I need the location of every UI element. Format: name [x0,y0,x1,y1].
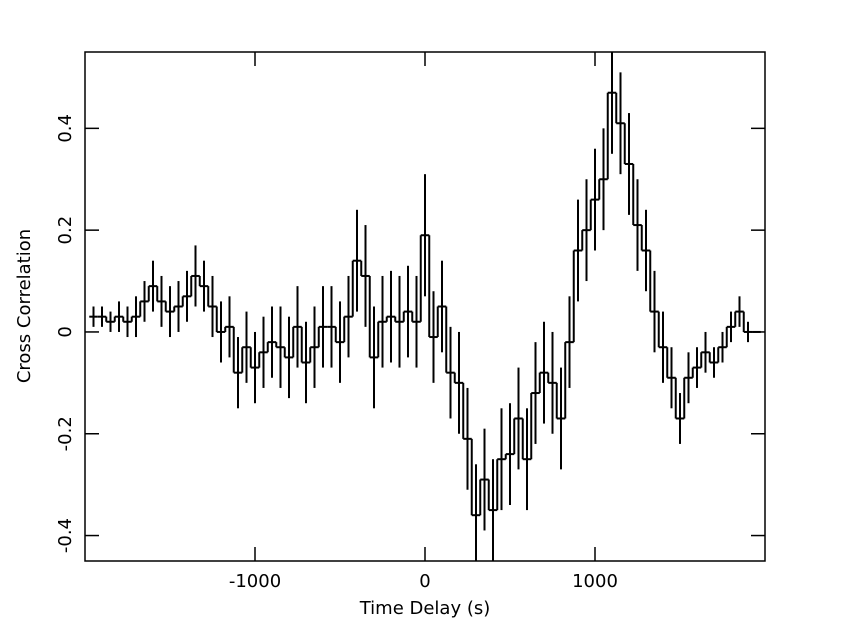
x-tick-label: 1000 [572,571,618,592]
x-axis-title: Time Delay (s) [359,598,491,619]
x-tick-label: -1000 [229,571,281,592]
y-tick-label: 0.4 [55,114,76,143]
y-axis-title: Cross Correlation [14,229,35,383]
step-connector [105,92,745,516]
y-tick-label: 0.2 [55,216,76,245]
x-tick-label: 0 [419,571,430,592]
y-tick-label: 0 [55,326,76,337]
y-tick-label: -0.4 [55,518,76,553]
y-tick-label: -0.2 [55,416,76,451]
